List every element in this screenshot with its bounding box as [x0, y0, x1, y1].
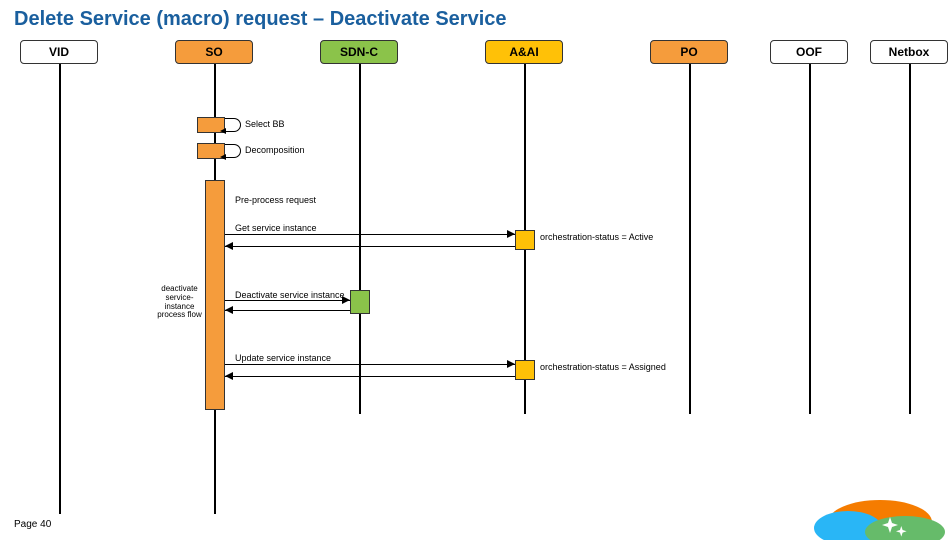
message-label: Update service instance	[235, 353, 331, 363]
activation-box	[350, 290, 370, 314]
participant-aai: A&AI	[485, 40, 563, 64]
activation-box	[515, 360, 535, 380]
message-label: Get service instance	[235, 223, 317, 233]
participant-oof: OOF	[770, 40, 848, 64]
arrow-head	[225, 372, 233, 380]
message-label: Pre-process request	[235, 195, 316, 205]
participant-vid: VID	[20, 40, 98, 64]
lifeline	[59, 64, 61, 514]
self-message	[225, 144, 241, 158]
arrow-head	[225, 242, 233, 250]
message-arrow	[225, 234, 515, 235]
activation-box	[515, 230, 535, 250]
lifeline	[689, 64, 691, 414]
message-arrow	[225, 310, 350, 311]
message-arrow	[225, 246, 515, 247]
brand-logo	[780, 450, 950, 540]
message-label: orchestration-status = Assigned	[540, 362, 666, 372]
participant-netbox: Netbox	[870, 40, 948, 64]
message-label: Select BB	[245, 119, 285, 129]
participant-so: SO	[175, 40, 253, 64]
arrow-head	[507, 360, 515, 368]
message-label: orchestration-status = Active	[540, 232, 653, 242]
arrow-head	[225, 306, 233, 314]
message-label: Decomposition	[245, 145, 305, 155]
participant-po: PO	[650, 40, 728, 64]
lifeline	[809, 64, 811, 414]
message-label: Deactivate service instance	[235, 290, 345, 300]
lifeline	[359, 64, 361, 414]
arrow-head	[507, 230, 515, 238]
activation-box	[205, 180, 225, 410]
message-arrow	[225, 300, 350, 301]
self-message	[225, 118, 241, 132]
page-title: Delete Service (macro) request – Deactiv…	[14, 8, 507, 31]
participant-sdnc: SDN-C	[320, 40, 398, 64]
page-number: Page 40	[14, 519, 51, 530]
message-label: deactivate service-instance process flow	[152, 285, 207, 320]
lifeline	[909, 64, 911, 414]
message-arrow	[225, 376, 515, 377]
message-arrow	[225, 364, 515, 365]
